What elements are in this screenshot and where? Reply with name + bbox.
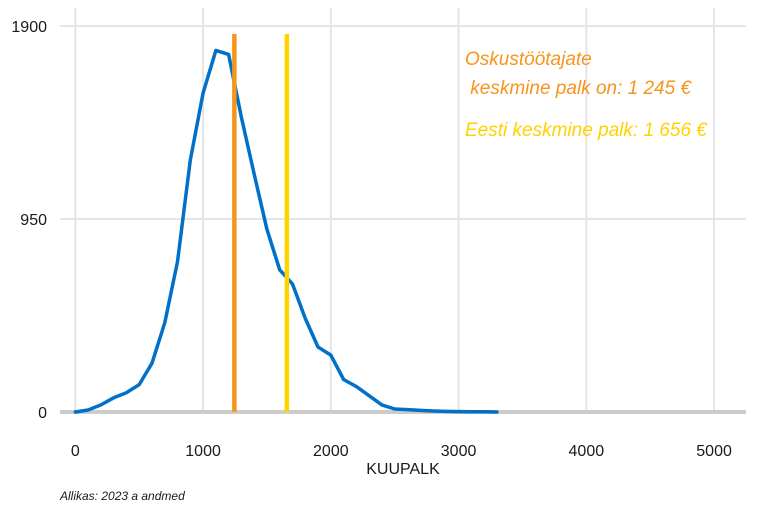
x-axis-title: KUUPALK <box>366 461 440 478</box>
x-tick-label: 0 <box>71 443 80 460</box>
y-tick-label: 950 <box>20 212 47 229</box>
estonia-mean-annotation: Eesti keskmine palk: 1 656 € <box>465 120 708 141</box>
x-tick-label: 4000 <box>569 443 605 460</box>
x-tick-label: 2000 <box>313 443 349 460</box>
x-tick-label: 5000 <box>696 443 732 460</box>
reference-lines <box>232 34 290 412</box>
tick-labels: 0 1000 2000 3000 4000 5000 0 950 1900 <box>11 19 732 460</box>
annotation-line: Oskustöötajate <box>465 49 592 70</box>
y-tick-label: 1900 <box>11 19 47 36</box>
skilled-worker-annotation: Oskustöötajate keskmine palk on: 1 245 € <box>465 49 692 99</box>
annotation-line: keskmine palk on: 1 245 € <box>465 78 692 99</box>
y-tick-label: 0 <box>38 405 47 422</box>
x-tick-label: 1000 <box>185 443 221 460</box>
x-tick-label: 3000 <box>441 443 477 460</box>
annotations: Oskustöötajate keskmine palk on: 1 245 €… <box>465 49 708 141</box>
grid <box>60 8 746 412</box>
source-caption: Allikas: 2023 a andmed <box>59 489 185 503</box>
